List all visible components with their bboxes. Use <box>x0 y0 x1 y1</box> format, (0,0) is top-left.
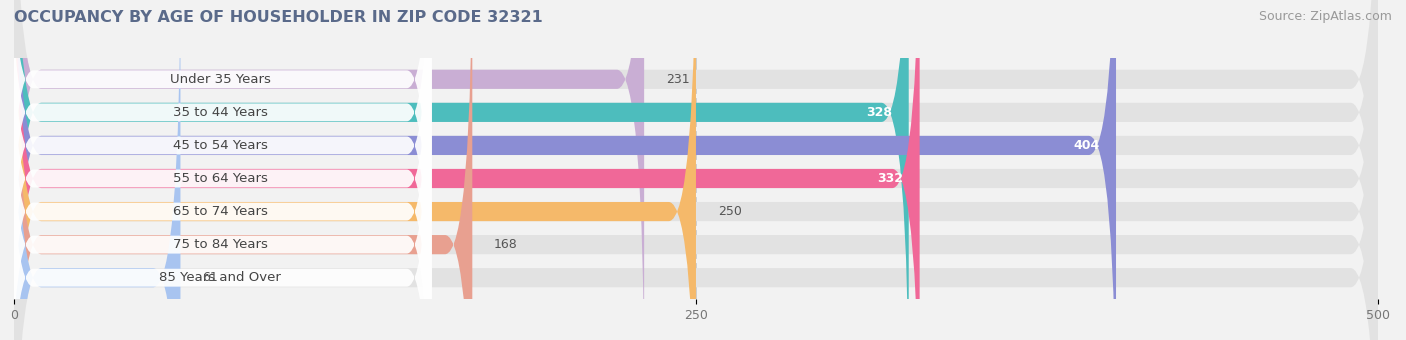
FancyBboxPatch shape <box>14 0 1378 340</box>
FancyBboxPatch shape <box>14 0 644 340</box>
FancyBboxPatch shape <box>14 0 1378 340</box>
Text: 65 to 74 Years: 65 to 74 Years <box>173 205 267 218</box>
Text: 45 to 54 Years: 45 to 54 Years <box>173 139 267 152</box>
FancyBboxPatch shape <box>14 0 1378 340</box>
FancyBboxPatch shape <box>14 0 1378 340</box>
FancyBboxPatch shape <box>14 0 908 340</box>
Text: 250: 250 <box>718 205 742 218</box>
Text: Under 35 Years: Under 35 Years <box>170 73 270 86</box>
Text: Source: ZipAtlas.com: Source: ZipAtlas.com <box>1258 10 1392 23</box>
Text: 35 to 44 Years: 35 to 44 Years <box>173 106 267 119</box>
Text: 55 to 64 Years: 55 to 64 Years <box>173 172 267 185</box>
FancyBboxPatch shape <box>14 0 696 340</box>
FancyBboxPatch shape <box>14 0 1378 340</box>
Text: 168: 168 <box>494 238 517 251</box>
FancyBboxPatch shape <box>14 0 180 340</box>
FancyBboxPatch shape <box>8 0 432 340</box>
FancyBboxPatch shape <box>8 0 432 340</box>
FancyBboxPatch shape <box>14 0 1378 340</box>
FancyBboxPatch shape <box>14 0 472 340</box>
Text: 85 Years and Over: 85 Years and Over <box>159 271 281 284</box>
FancyBboxPatch shape <box>8 0 432 340</box>
Text: OCCUPANCY BY AGE OF HOUSEHOLDER IN ZIP CODE 32321: OCCUPANCY BY AGE OF HOUSEHOLDER IN ZIP C… <box>14 10 543 25</box>
Text: 332: 332 <box>877 172 903 185</box>
Text: 328: 328 <box>866 106 893 119</box>
FancyBboxPatch shape <box>14 0 1116 340</box>
FancyBboxPatch shape <box>8 0 432 340</box>
Text: 404: 404 <box>1073 139 1099 152</box>
FancyBboxPatch shape <box>8 0 432 340</box>
FancyBboxPatch shape <box>8 0 432 340</box>
Text: 61: 61 <box>202 271 218 284</box>
Text: 75 to 84 Years: 75 to 84 Years <box>173 238 267 251</box>
FancyBboxPatch shape <box>14 0 920 340</box>
Text: 231: 231 <box>666 73 689 86</box>
FancyBboxPatch shape <box>8 0 432 340</box>
FancyBboxPatch shape <box>14 0 1378 340</box>
